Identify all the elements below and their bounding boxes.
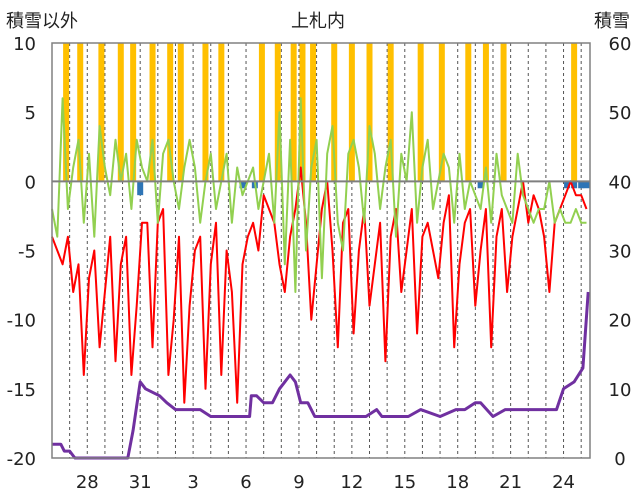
bar-0-11: [274, 43, 281, 182]
bar-0-6: [167, 43, 174, 182]
series-line-1: [51, 97, 587, 293]
bar-0-15: [331, 43, 338, 182]
bar-1-6: [578, 181, 585, 189]
left-axis-title: 積雪以外: [6, 11, 78, 32]
right-tick-label: 10: [609, 380, 632, 401]
bar-0-2: [98, 43, 105, 182]
bar-1-7: [583, 181, 590, 189]
bar-0-1: [77, 43, 84, 182]
right-tick-label: 50: [609, 103, 632, 124]
x-tick-label: 31: [129, 472, 152, 493]
left-tick-label: 0: [25, 172, 36, 193]
bar-0-23: [500, 43, 507, 182]
x-tick-label: 15: [393, 472, 416, 493]
right-tick-label: 40: [609, 172, 632, 193]
x-tick-label: 6: [240, 472, 251, 493]
line-layer: [51, 97, 590, 460]
right-tick-label: 20: [609, 311, 632, 332]
bar-1-0: [137, 181, 144, 196]
left-tick-label: -5: [18, 242, 36, 263]
bar-0-12: [290, 43, 297, 182]
bar-0-16: [348, 43, 355, 182]
right-tick-label: 60: [609, 34, 632, 55]
left-tick-label: -10: [7, 311, 36, 332]
bar-1-4: [564, 181, 571, 189]
series-line-0: [51, 166, 588, 404]
chart-title: 上札内: [291, 11, 345, 32]
x-tick-label: 12: [340, 472, 363, 493]
bar-0-18: [387, 43, 394, 182]
bar-0-8: [202, 43, 209, 182]
bar-0-20: [438, 43, 445, 182]
bar-0-14: [310, 43, 317, 182]
left-tick-label: 5: [25, 103, 36, 124]
x-tick-label: 3: [187, 472, 198, 493]
bar-1-1: [239, 181, 246, 189]
bar-1-3: [477, 181, 484, 189]
left-tick-label: -15: [7, 380, 36, 401]
left-tick-label: -20: [7, 449, 36, 470]
bar-0-19: [417, 43, 424, 182]
bar-0-9: [218, 43, 225, 182]
bar-0-4: [130, 43, 137, 182]
x-tick-label: 28: [76, 472, 99, 493]
bar-1-5: [571, 181, 578, 189]
right-tick-label: 0: [614, 449, 625, 470]
bar-0-7: [177, 43, 184, 182]
x-tick-label: 24: [552, 472, 575, 493]
plot-frame: [51, 42, 591, 459]
bar-0-24: [571, 43, 578, 182]
right-axis-title: 積雪: [594, 11, 630, 32]
left-tick-label: 10: [13, 34, 36, 55]
right-tick-label: 30: [609, 242, 632, 263]
bar-layer: [63, 43, 590, 196]
bar-0-13: [299, 43, 306, 182]
x-tick-label: 18: [446, 472, 469, 493]
x-tick-label: 21: [499, 472, 522, 493]
bar-0-17: [366, 43, 373, 182]
bar-0-3: [117, 43, 124, 182]
x-tick-label: 9: [293, 472, 304, 493]
bar-0-22: [482, 43, 489, 182]
bar-0-5: [149, 43, 156, 182]
bar-0-0: [63, 43, 70, 182]
bar-0-10: [258, 43, 265, 182]
bar-0-21: [465, 43, 472, 182]
series-line-2: [52, 291, 590, 460]
